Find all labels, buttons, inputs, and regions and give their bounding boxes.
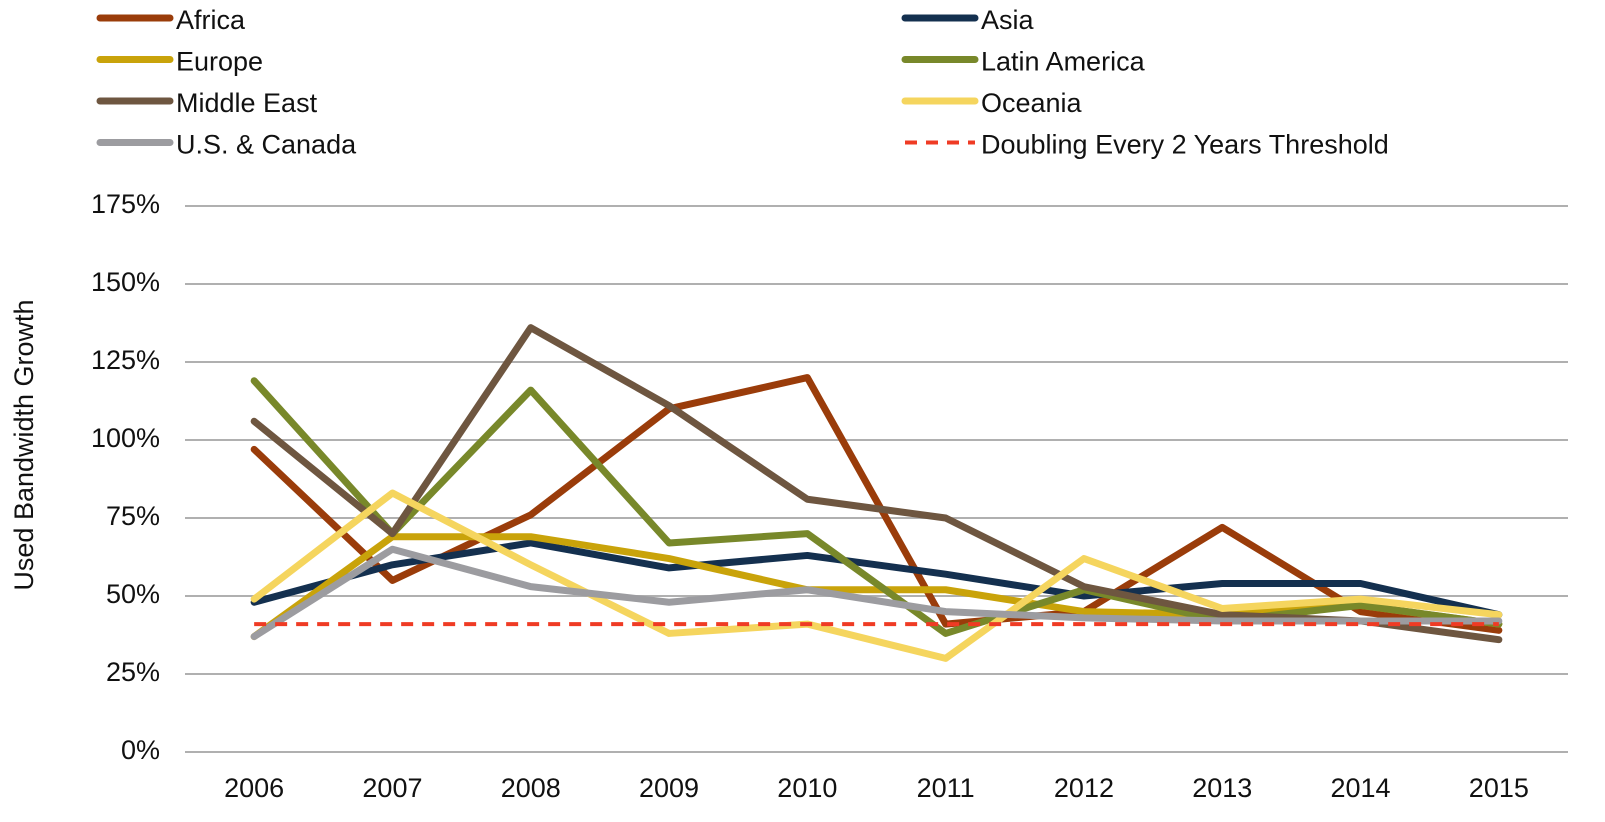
x-tick-label: 2009 <box>639 773 699 803</box>
y-tick-label: 175% <box>91 189 160 219</box>
legend-label: Oceania <box>981 88 1083 118</box>
series-line <box>250 539 1503 619</box>
legend-label: Asia <box>981 5 1035 35</box>
legend-label: Latin America <box>981 47 1146 77</box>
x-tick-label: 2013 <box>1192 773 1252 803</box>
legend-label: Europe <box>176 47 263 77</box>
y-tick-label: 150% <box>91 267 160 297</box>
x-tick-label: 2014 <box>1331 773 1391 803</box>
x-tick-label: 2015 <box>1469 773 1529 803</box>
y-tick-label: 75% <box>106 501 160 531</box>
x-tick-label: 2010 <box>777 773 837 803</box>
y-tick-label: 0% <box>121 735 160 765</box>
y-tick-label: 125% <box>91 345 160 375</box>
legend-label: U.S. & Canada <box>176 130 357 160</box>
series-line <box>250 377 1503 637</box>
x-tick-label: 2012 <box>1054 773 1114 803</box>
y-tick-label: 100% <box>91 423 160 453</box>
y-tick-label: 50% <box>106 579 160 609</box>
y-tick-label: 25% <box>106 657 160 687</box>
legend-label: Africa <box>176 5 246 35</box>
series-line <box>250 545 1503 641</box>
x-tick-label: 2007 <box>362 773 422 803</box>
legend-label: Middle East <box>176 88 318 118</box>
x-tick-label: 2011 <box>917 773 975 803</box>
series-line <box>250 374 1503 634</box>
y-axis-label: Used Bandwidth Growth <box>9 299 39 590</box>
legend-label: Doubling Every 2 Years Threshold <box>981 130 1389 160</box>
series-line <box>250 489 1503 662</box>
x-tick-label: 2006 <box>224 773 284 803</box>
x-tick-label: 2008 <box>501 773 561 803</box>
